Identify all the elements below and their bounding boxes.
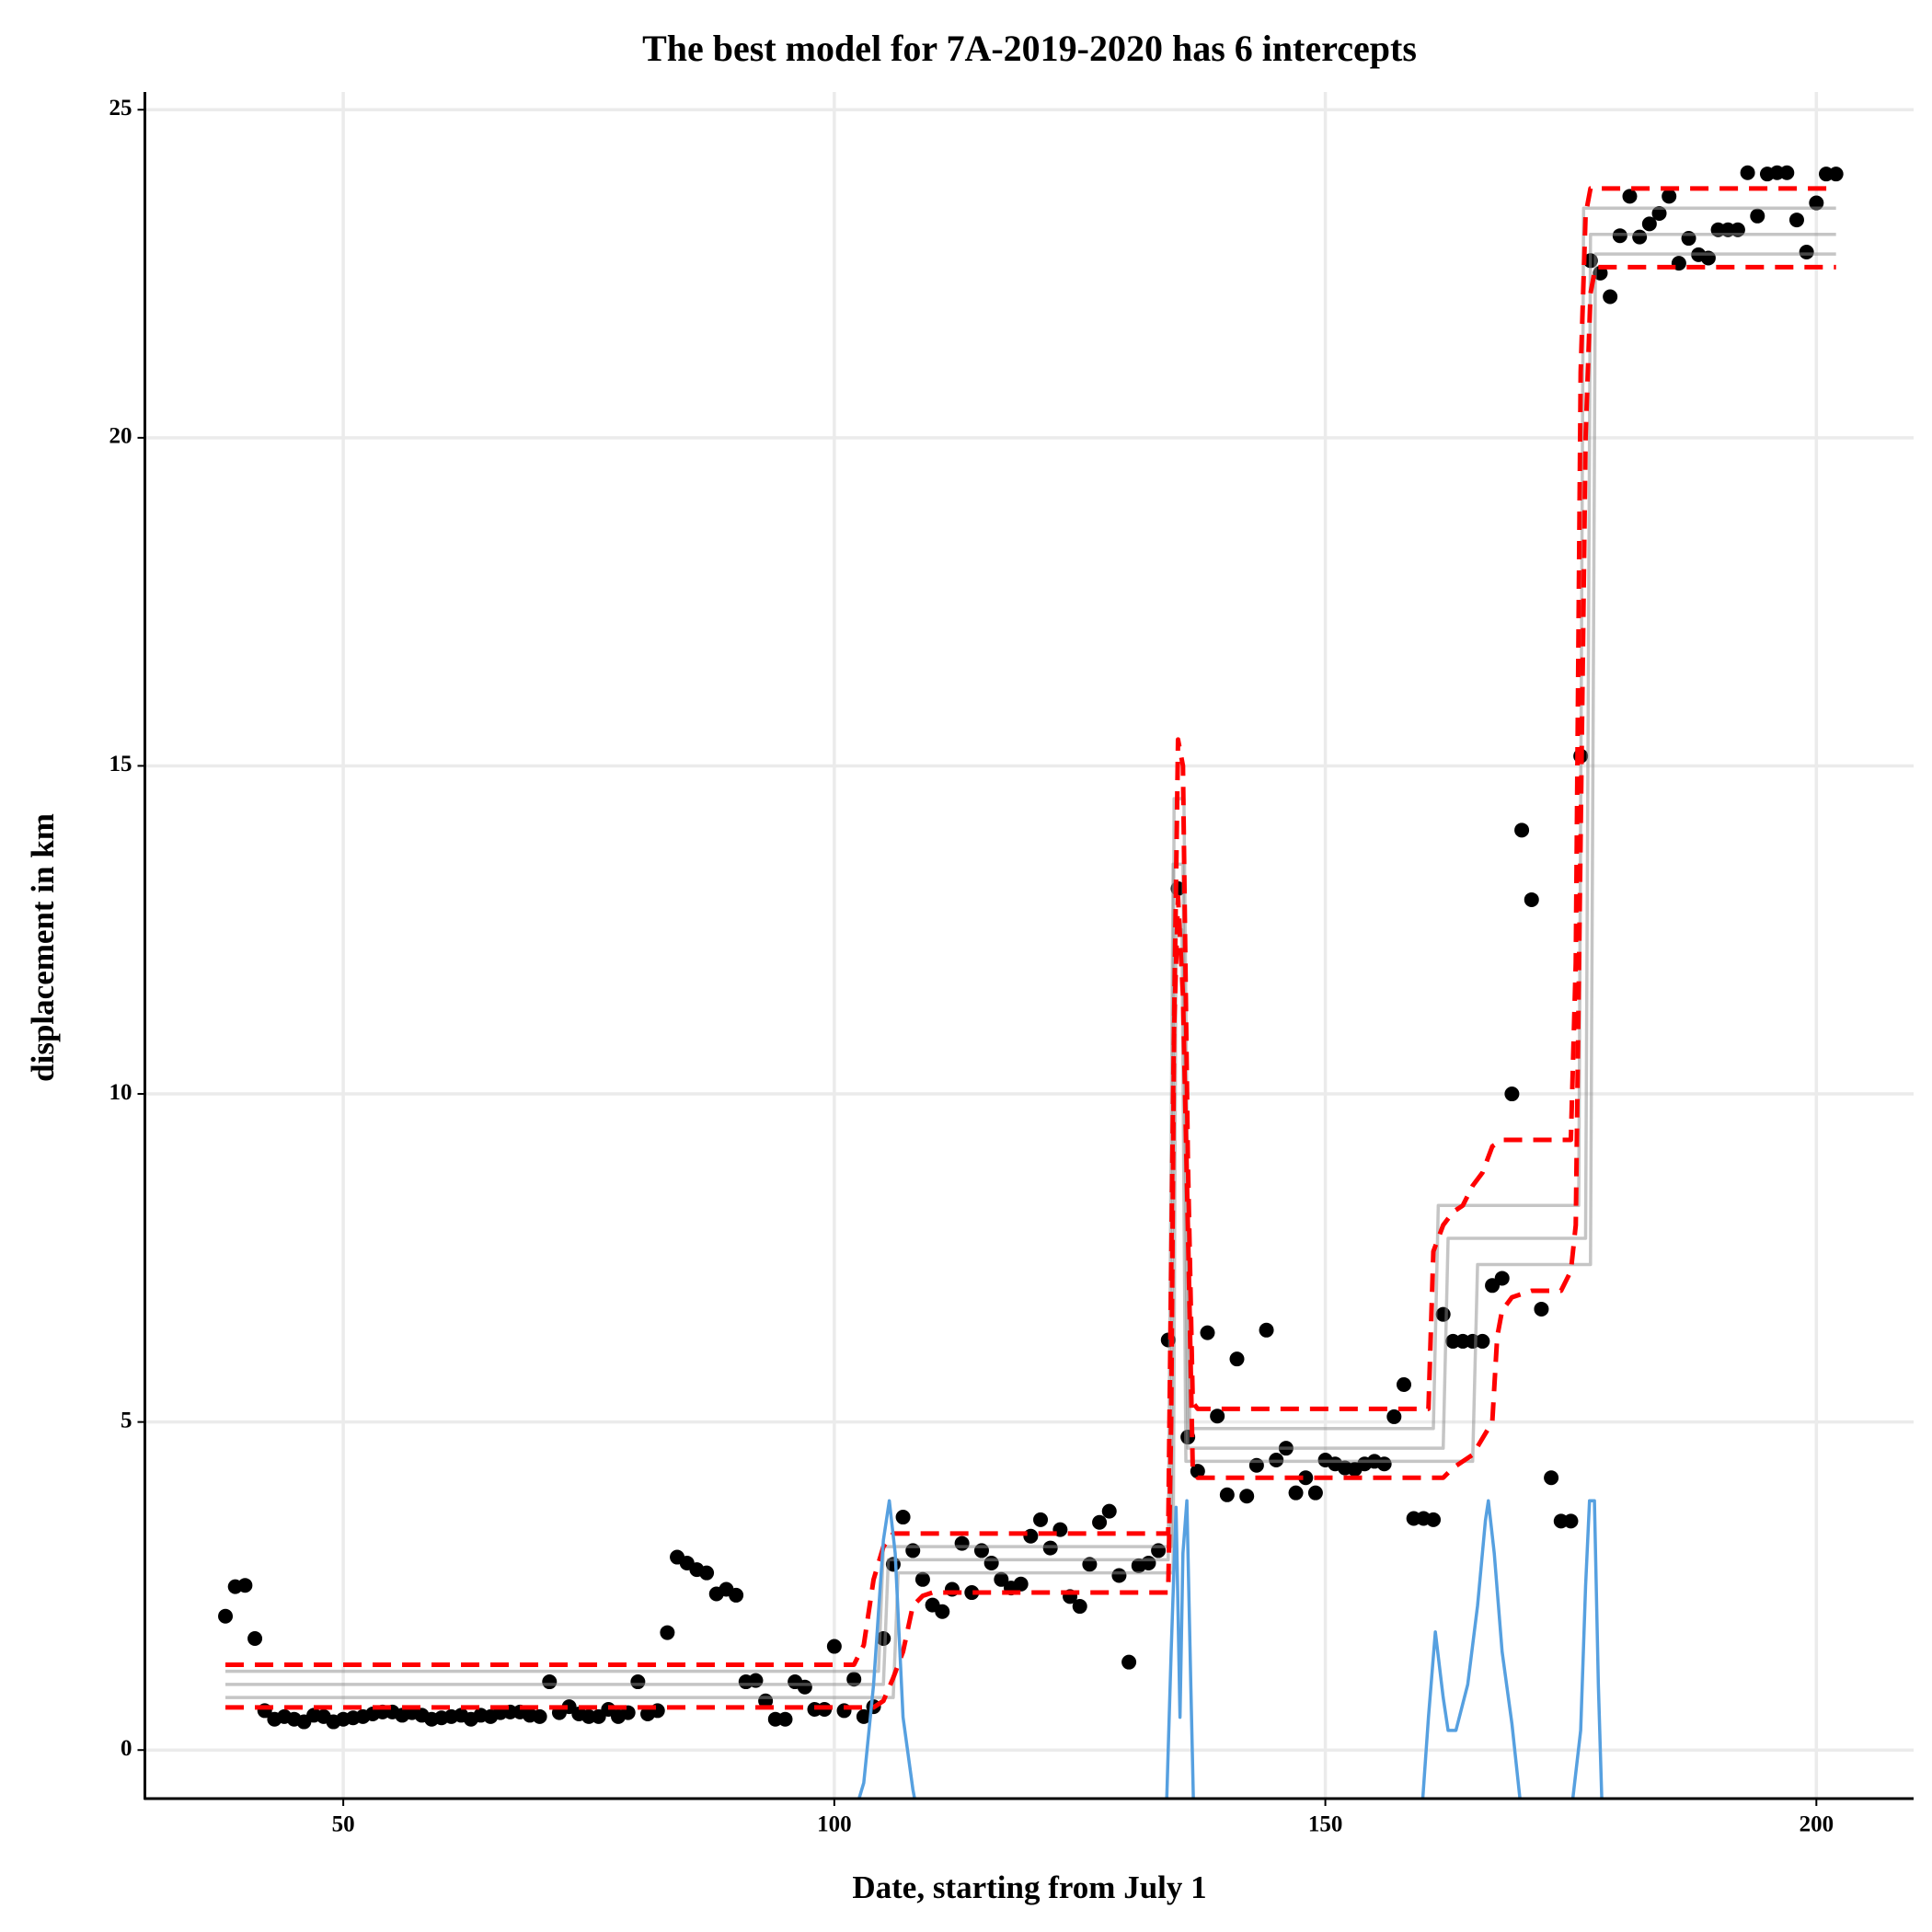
point: [1622, 189, 1638, 204]
point: [1092, 1514, 1108, 1530]
point: [1121, 1654, 1137, 1670]
point: [1386, 1409, 1402, 1424]
point: [826, 1639, 842, 1654]
x-axis-label: Date, starting from July 1: [852, 1869, 1206, 1905]
y-tick-label: 10: [109, 1080, 132, 1105]
point: [994, 1571, 1009, 1587]
point: [1013, 1576, 1029, 1592]
point: [1435, 1306, 1451, 1322]
y-axis-label: displacement in km: [25, 813, 61, 1082]
point: [1141, 1555, 1156, 1570]
point: [983, 1555, 999, 1570]
point: [660, 1625, 675, 1640]
point: [1288, 1485, 1304, 1501]
point: [1603, 289, 1618, 305]
grid: [144, 92, 1914, 1799]
point: [777, 1711, 793, 1727]
x-tick-label: 200: [1800, 1812, 1834, 1837]
point: [1524, 891, 1539, 907]
point: [218, 1608, 234, 1624]
point: [935, 1604, 950, 1619]
x-tick-label: 150: [1308, 1812, 1343, 1837]
point: [1229, 1351, 1245, 1367]
point: [247, 1630, 263, 1646]
x-tick-label: 50: [332, 1812, 355, 1837]
plot-area: [218, 165, 1844, 1799]
chart-title: The best model for 7A-2019-2020 has 6 in…: [642, 28, 1417, 69]
point: [1662, 189, 1677, 204]
point: [1101, 1503, 1117, 1519]
point: [1023, 1528, 1039, 1544]
y-tick-label: 15: [109, 752, 132, 776]
point: [729, 1587, 744, 1603]
point: [1504, 1087, 1520, 1102]
point: [1828, 167, 1844, 182]
point: [1534, 1301, 1549, 1317]
line: [225, 186, 1836, 1668]
point: [1475, 1333, 1490, 1349]
point: [1072, 1599, 1087, 1615]
point: [1396, 1376, 1411, 1392]
y-tick-label: 20: [109, 424, 132, 449]
point: [954, 1535, 970, 1551]
point: [1376, 1456, 1392, 1472]
line: [857, 1499, 1604, 1799]
point: [797, 1679, 812, 1695]
point: [1514, 822, 1530, 838]
point: [1239, 1489, 1255, 1504]
point: [1788, 213, 1804, 228]
point: [1750, 208, 1765, 224]
point: [895, 1510, 911, 1525]
point: [1632, 229, 1648, 245]
point: [1426, 1512, 1442, 1527]
point: [1259, 1322, 1274, 1338]
point: [1494, 1271, 1510, 1286]
point: [532, 1708, 547, 1724]
point: [1740, 165, 1755, 180]
point: [1219, 1487, 1235, 1502]
point: [1641, 216, 1657, 232]
point: [914, 1571, 930, 1587]
point: [1544, 1470, 1559, 1486]
point: [1298, 1470, 1314, 1486]
point: [1033, 1512, 1049, 1527]
point: [630, 1674, 646, 1690]
point: [699, 1565, 715, 1581]
line: [225, 264, 1836, 1710]
point: [542, 1674, 558, 1690]
point: [237, 1578, 253, 1593]
y-tick-label: 0: [121, 1736, 132, 1761]
point: [1210, 1409, 1225, 1424]
point: [1307, 1485, 1323, 1501]
y-tick-label: 25: [109, 96, 132, 121]
point: [1190, 1464, 1205, 1479]
y-tick-label: 5: [121, 1408, 132, 1432]
point: [1779, 165, 1795, 180]
axes: 0 5 10 15 20 25 50 100 150 200: [109, 92, 1914, 1837]
point: [964, 1585, 980, 1601]
point: [1200, 1325, 1215, 1340]
point: [1563, 1513, 1579, 1529]
x-tick-label: 100: [817, 1812, 852, 1837]
point: [856, 1708, 871, 1724]
point: [1111, 1568, 1127, 1583]
point: [1799, 245, 1814, 260]
